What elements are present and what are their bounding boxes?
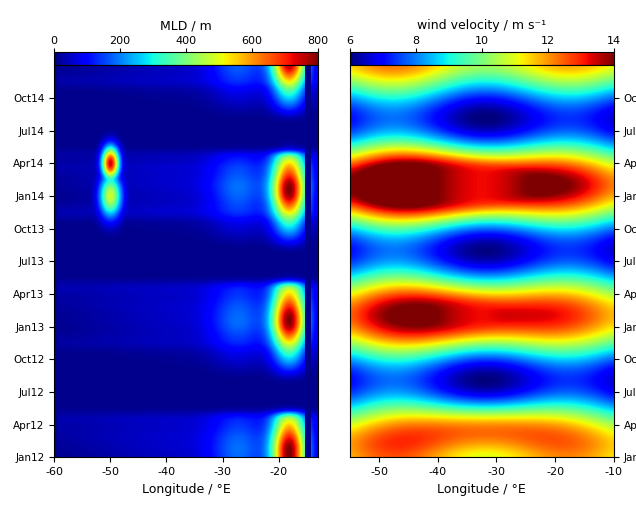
Title: wind velocity / m s⁻¹: wind velocity / m s⁻¹: [417, 19, 546, 32]
Title: MLD / m: MLD / m: [160, 19, 212, 32]
X-axis label: Longitude / °E: Longitude / °E: [438, 482, 526, 496]
X-axis label: Longitude / °E: Longitude / °E: [142, 482, 230, 496]
